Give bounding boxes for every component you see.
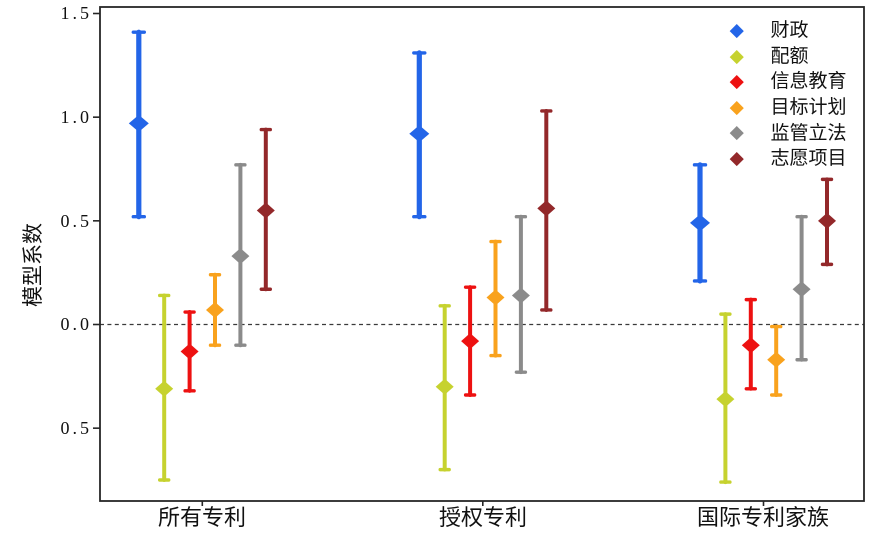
legend-item-fiscal: 财政 bbox=[722, 18, 847, 44]
diamond-point-marker bbox=[486, 289, 505, 306]
errorbar-s4-g1 bbox=[511, 214, 530, 375]
errorbar-s3-g1 bbox=[486, 239, 505, 358]
errorbar-s2-g0 bbox=[180, 310, 199, 393]
y-tick-label-1-0: 1.0 bbox=[60, 107, 92, 127]
diamond-marker-icon bbox=[730, 75, 744, 89]
legend-label: 监管立法 bbox=[770, 122, 847, 144]
x-category-label-all-patents: 所有专利 bbox=[157, 505, 246, 530]
errorbar-s0-g1 bbox=[409, 50, 430, 220]
diamond-point-marker bbox=[690, 214, 710, 232]
diamond-marker-icon bbox=[730, 100, 744, 115]
legend-label: 信息教育 bbox=[770, 71, 847, 93]
diamond-point-marker bbox=[818, 212, 836, 229]
legend-label: 配额 bbox=[770, 45, 809, 67]
diamond-marker-icon bbox=[730, 24, 744, 38]
errorbar-s1-g1 bbox=[435, 303, 454, 472]
diamond-point-marker bbox=[206, 301, 224, 318]
errorbar-s0-g0 bbox=[128, 29, 149, 220]
legend: 财政 配额 信息教育 目标计划 监管立法 志愿项目 bbox=[722, 18, 847, 172]
diamond-point-marker bbox=[511, 287, 530, 304]
diamond-marker-icon bbox=[730, 49, 744, 64]
diamond-point-marker bbox=[231, 248, 250, 265]
legend-label: 目标计划 bbox=[770, 97, 847, 119]
errorbar-s5-g1 bbox=[537, 108, 556, 312]
errorbar-s5-g0 bbox=[256, 127, 275, 292]
diamond-point-marker bbox=[461, 333, 480, 350]
diamond-point-marker bbox=[435, 378, 454, 395]
diamond-marker-icon bbox=[730, 126, 744, 140]
legend-item-voluntary: 志愿项目 bbox=[722, 146, 847, 172]
y-tick-label-0-5: 0.5 bbox=[60, 211, 92, 231]
diamond-point-marker bbox=[741, 337, 760, 354]
errorbar-s2-g1 bbox=[461, 285, 480, 397]
diamond-point-marker bbox=[792, 281, 811, 298]
diamond-point-marker bbox=[155, 380, 174, 397]
y-tick-label-0-0: 0.0 bbox=[60, 314, 92, 334]
errorbar-s0-g2 bbox=[690, 162, 710, 284]
errorbar-s1-g0 bbox=[155, 293, 174, 482]
legend-item-info-education: 信息教育 bbox=[722, 69, 847, 95]
diamond-point-marker bbox=[716, 391, 735, 408]
legend-label: 财政 bbox=[770, 20, 809, 42]
diamond-point-marker bbox=[537, 200, 556, 217]
diamond-point-marker bbox=[128, 114, 149, 132]
diamond-point-marker bbox=[767, 351, 786, 368]
legend-item-target-plan: 目标计划 bbox=[722, 95, 847, 121]
diamond-marker-icon bbox=[730, 152, 744, 166]
errorbar-s3-g0 bbox=[206, 272, 224, 348]
errorbar-s5-g2 bbox=[818, 177, 836, 267]
errorbar-s2-g2 bbox=[741, 297, 760, 391]
errorbar-s1-g2 bbox=[716, 312, 735, 485]
errorbar-s4-g0 bbox=[231, 162, 250, 348]
legend-label: 志愿项目 bbox=[770, 148, 847, 170]
diamond-point-marker bbox=[409, 125, 430, 143]
y-tick-label-1-5: 1.5 bbox=[60, 3, 92, 23]
errorbar-s4-g2 bbox=[792, 214, 811, 362]
x-category-label-granted-patents: 授权专利 bbox=[438, 505, 527, 530]
legend-item-regulation: 监管立法 bbox=[722, 120, 847, 146]
y-tick-label-neg-0-5: 0.5 bbox=[60, 418, 92, 438]
x-category-label-intl-families: 国际专利家族 bbox=[696, 505, 829, 530]
legend-item-quota: 配额 bbox=[722, 44, 847, 70]
diamond-point-marker bbox=[180, 343, 199, 360]
errorbar-s3-g2 bbox=[767, 324, 786, 397]
diamond-point-marker bbox=[256, 202, 275, 219]
